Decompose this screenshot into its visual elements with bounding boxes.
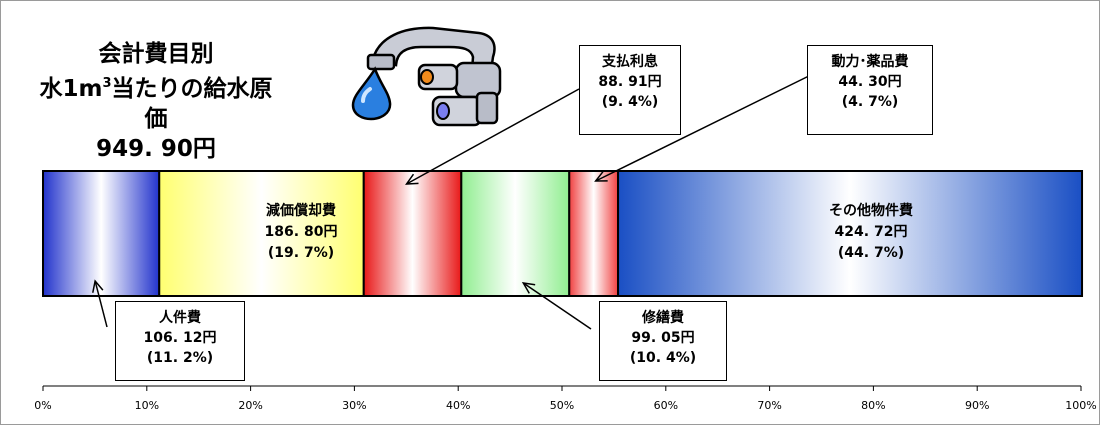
segment-label-depreciation: 減価償却費 186. 80円 (19. 7%)	[221, 201, 381, 264]
x-tick-label: 10%	[134, 399, 160, 412]
x-tick-label: 80%	[861, 399, 886, 412]
segment-value: 99. 05円	[631, 330, 695, 346]
callout-personnel: 人件費 106. 12円 (11. 2%)	[115, 301, 245, 381]
segment-personnel	[42, 170, 161, 297]
chart-title: 会計費目別 水1m3当たりの給水原価 949. 90円	[31, 39, 281, 164]
segment-repair	[460, 170, 571, 297]
segment-value: 106. 12円	[143, 330, 217, 346]
segment-label-other-goods: その他物件費 424. 72円 (44. 7%)	[791, 201, 951, 264]
segment-percent: (4. 7%)	[841, 94, 899, 110]
segment-name: 動力･薬品費	[831, 54, 909, 70]
faucet-icon	[366, 26, 502, 127]
title-line-2: 水1m3当たりの給水原価	[31, 69, 281, 134]
segment-name: 修繕費	[642, 310, 684, 326]
x-tick-label: 100%	[1065, 399, 1097, 412]
segment-percent: (44. 7%)	[837, 245, 905, 261]
segment-name: その他物件費	[829, 203, 913, 219]
title-line-1: 会計費目別	[98, 41, 214, 67]
callout-repair: 修繕費 99. 05円 (10. 4%)	[599, 301, 727, 381]
x-tick-label: 20%	[238, 399, 263, 412]
x-tick-label: 70%	[757, 399, 782, 412]
segment-value: 88. 91円	[598, 74, 662, 90]
title-line-2-text: 水1m	[39, 76, 103, 102]
title-line-2-rest: 当たりの給水原価	[111, 76, 273, 132]
segment-percent: (9. 4%)	[601, 94, 659, 110]
title-line-3: 949. 90円	[96, 136, 216, 162]
segment-power-chemicals	[568, 170, 620, 297]
x-tick-label: 40%	[445, 399, 471, 412]
x-axis	[42, 385, 1082, 391]
segment-percent: (10. 4%)	[629, 350, 697, 366]
x-tick-label: 30%	[342, 399, 367, 412]
segment-name: 減価償却費	[266, 203, 336, 219]
segment-percent: (11. 2%)	[146, 350, 214, 366]
arrow-power-chemicals	[594, 70, 820, 182]
x-tick-label: 0%	[34, 399, 52, 412]
arrow-repair	[521, 282, 592, 330]
segment-value: 424. 72円	[834, 224, 908, 240]
segment-percent: (19. 7%)	[267, 245, 335, 261]
callout-power-chemicals: 動力･薬品費 44. 30円 (4. 7%)	[807, 45, 933, 135]
segment-value: 186. 80円	[264, 224, 338, 240]
x-tick-label: 60%	[653, 399, 679, 412]
arrow-personnel	[92, 279, 108, 328]
water-drop-icon	[351, 66, 392, 121]
segment-value: 44. 30円	[838, 74, 902, 90]
x-tick-label: 50%	[549, 399, 575, 412]
arrow-interest	[405, 88, 580, 185]
segment-name: 支払利息	[602, 54, 658, 70]
callout-interest: 支払利息 88. 91円 (9. 4%)	[579, 45, 681, 135]
title-line-2-superscript: 3	[102, 76, 112, 91]
segment-name: 人件費	[159, 310, 201, 326]
x-tick-label: 90%	[964, 399, 990, 412]
segment-other-goods	[617, 170, 1084, 297]
